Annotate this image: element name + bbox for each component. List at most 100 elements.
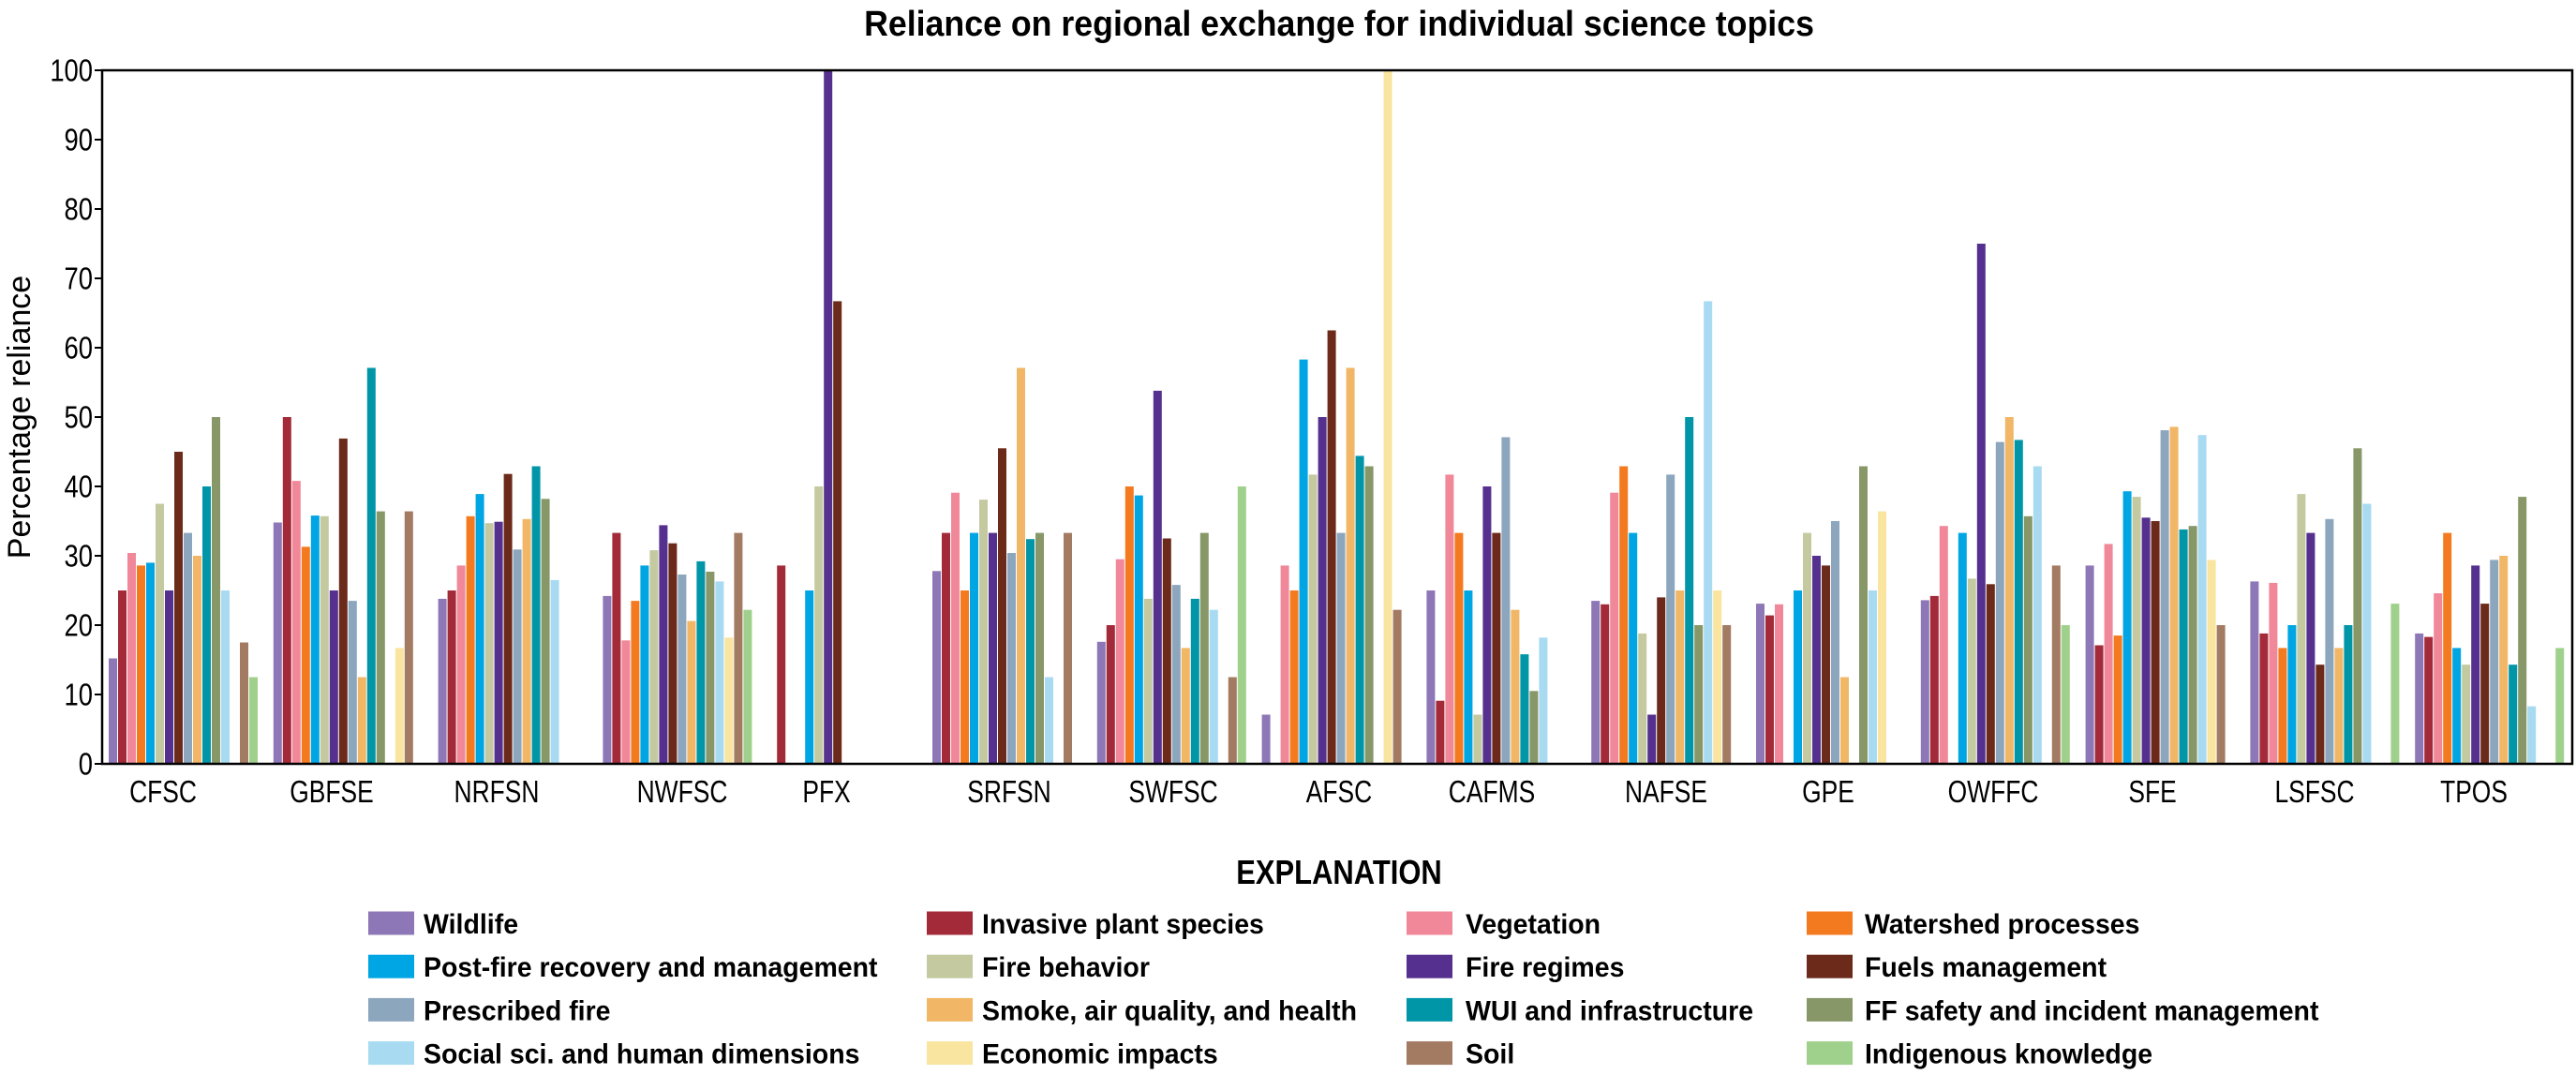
legend-item-economic-impacts: Economic impacts	[927, 1039, 1218, 1070]
x-tick-label: GBFSE	[290, 775, 373, 809]
legend-label: Fire behavior	[982, 953, 1150, 984]
bar-nrfsn-wui-and-infrastructure	[531, 466, 541, 764]
bar-sfe-vegetation	[2104, 544, 2113, 764]
bar-nwfsc-post-fire-recovery-and-management	[640, 565, 649, 764]
bar-swfsc-vegetation	[1115, 559, 1124, 764]
bar-nwfsc-wildlife	[603, 595, 612, 764]
bar-tpos-social-sci-and-human-dimensions	[2527, 706, 2537, 764]
bar-srfsn-wildlife	[932, 571, 941, 764]
x-axis: CFSC GBFSE NRFSN NWFSC PFX SRFSN SWFSC AFSC CAFM…	[129, 775, 2508, 809]
bar-srfsn-watershed-processes	[960, 590, 969, 764]
legend-label: FF safety and incident management	[1865, 996, 2319, 1027]
bar-group-lsfsc	[2250, 448, 2400, 764]
bar-tpos-indigenous-knowledge	[2555, 648, 2565, 764]
bar-nwfsc-soil	[734, 532, 743, 764]
bar-nafse-economic-impacts	[1713, 590, 1722, 764]
legend-item-prescribed-fire: Prescribed fire	[368, 996, 611, 1027]
legend-item-fuels-management: Fuels management	[1807, 953, 2107, 983]
y-tick-label: 100	[50, 54, 93, 88]
bar-lsfsc-watershed-processes	[2278, 648, 2287, 764]
x-tick-label: SWFSC	[1128, 775, 1217, 809]
bar-pfx-fire-behavior	[814, 486, 824, 764]
bar-sfe-fuels-management	[2151, 521, 2160, 764]
legend: Wildlife Invasive plant species Vegetation…	[368, 909, 2319, 1070]
bar-group-gbfse	[273, 367, 413, 764]
bar-cfsc-watershed-processes	[137, 565, 145, 764]
bar-pfx-invasive-plant-species	[777, 565, 786, 764]
bar-srfsn-prescribed-fire	[1007, 553, 1016, 764]
y-tick-label: 80	[65, 193, 93, 227]
bar-sfe-smoke-air-quality-and-health	[2169, 426, 2179, 764]
legend-swatch	[927, 997, 973, 1022]
x-tick-label: LSFSC	[2274, 775, 2354, 809]
bar-srfsn-fire-behavior	[979, 500, 988, 764]
bar-cfsc-prescribed-fire	[184, 532, 192, 764]
bar-nwfsc-fuels-management	[668, 543, 678, 764]
bar-lsfsc-indigenous-knowledge	[2390, 604, 2400, 764]
bar-cafms-fuels-management	[1492, 532, 1501, 764]
bar-nafse-watershed-processes	[1619, 466, 1629, 764]
bar-srfsn-vegetation	[951, 492, 960, 764]
x-tick-label: SRFSN	[967, 775, 1050, 809]
bar-srfsn-wui-and-infrastructure	[1026, 539, 1035, 764]
bar-afsc-soil	[1392, 609, 1402, 764]
bar-gpe-wildlife	[1756, 604, 1764, 764]
legend-item-fire-behavior: Fire behavior	[927, 953, 1150, 984]
bar-gpe-ff-safety-and-incident-management	[1859, 466, 1868, 764]
x-tick-label: NWFSC	[637, 775, 728, 809]
bar-nwfsc-vegetation	[621, 640, 631, 764]
bar-sfe-watershed-processes	[2113, 635, 2122, 764]
bar-gpe-post-fire-recovery-and-management	[1794, 590, 1802, 764]
bar-cfsc-fuels-management	[174, 452, 183, 764]
bar-group-nwfsc	[603, 525, 752, 764]
legend-item-post-fire-recovery-and-management: Post-fire recovery and management	[368, 953, 878, 983]
bar-gbfse-ff-safety-and-incident-management	[376, 511, 385, 764]
bar-owffc-wui-and-infrastructure	[2014, 440, 2023, 764]
legend-item-indigenous-knowledge: Indigenous knowledge	[1807, 1039, 2152, 1070]
bar-gpe-prescribed-fire	[1831, 521, 1839, 764]
legend-item-ff-safety-and-incident-management: FF safety and incident management	[1807, 996, 2319, 1027]
bar-owffc-social-sci-and-human-dimensions	[2033, 466, 2042, 764]
bar-afsc-watershed-processes	[1289, 590, 1299, 764]
bar-nrfsn-post-fire-recovery-and-management	[475, 494, 484, 764]
bar-afsc-post-fire-recovery-and-management	[1299, 359, 1308, 764]
bar-group-pfx	[777, 70, 842, 764]
bar-owffc-soil	[2051, 565, 2061, 764]
bar-cfsc-post-fire-recovery-and-management	[146, 562, 155, 764]
bar-gbfse-post-fire-recovery-and-management	[310, 515, 320, 764]
bar-srfsn-soil	[1064, 532, 1072, 764]
bar-gpe-economic-impacts	[1878, 511, 1886, 764]
legend-item-smoke-air-quality-and-health: Smoke, air quality, and health	[927, 996, 1357, 1027]
bar-cafms-fire-regimes	[1482, 486, 1492, 764]
bar-nafse-smoke-air-quality-and-health	[1675, 590, 1685, 764]
bar-nwfsc-invasive-plant-species	[612, 532, 621, 764]
x-tick-label: TPOS	[2440, 775, 2508, 809]
legend-label: Fire regimes	[1466, 953, 1624, 984]
bar-srfsn-smoke-air-quality-and-health	[1017, 367, 1025, 764]
bar-cafms-wildlife	[1426, 590, 1436, 764]
bar-gbfse-wildlife	[273, 522, 282, 764]
bar-lsfsc-social-sci-and-human-dimensions	[2362, 503, 2372, 764]
bar-sfe-wui-and-infrastructure	[2179, 529, 2188, 764]
bar-sfe-ff-safety-and-incident-management	[2188, 526, 2197, 764]
bar-nwfsc-indigenous-knowledge	[743, 609, 752, 764]
bar-cafms-watershed-processes	[1454, 532, 1464, 764]
bar-swfsc-post-fire-recovery-and-management	[1134, 495, 1143, 764]
bar-tpos-vegetation	[2434, 593, 2443, 764]
bar-group-gpe	[1756, 466, 1886, 764]
legend-swatch	[1407, 954, 1452, 978]
bar-nwfsc-watershed-processes	[631, 601, 640, 764]
bar-nafse-fire-regimes	[1647, 714, 1657, 764]
bar-afsc-prescribed-fire	[1336, 532, 1346, 764]
bar-gpe-fire-behavior	[1803, 532, 1811, 764]
bar-owffc-post-fire-recovery-and-management	[1958, 532, 1967, 764]
bar-group-nrfsn	[438, 466, 559, 764]
x-tick-label: CFSC	[129, 775, 197, 809]
bar-swfsc-wildlife	[1096, 641, 1106, 764]
bar-nrfsn-prescribed-fire	[513, 549, 522, 764]
bar-lsfsc-post-fire-recovery-and-management	[2287, 625, 2297, 764]
legend-item-soil: Soil	[1407, 1039, 1514, 1070]
legend-label: Economic impacts	[982, 1039, 1218, 1070]
chart-title: Reliance on regional exchange for indivi…	[864, 4, 1814, 43]
bar-lsfsc-vegetation	[2269, 582, 2278, 764]
